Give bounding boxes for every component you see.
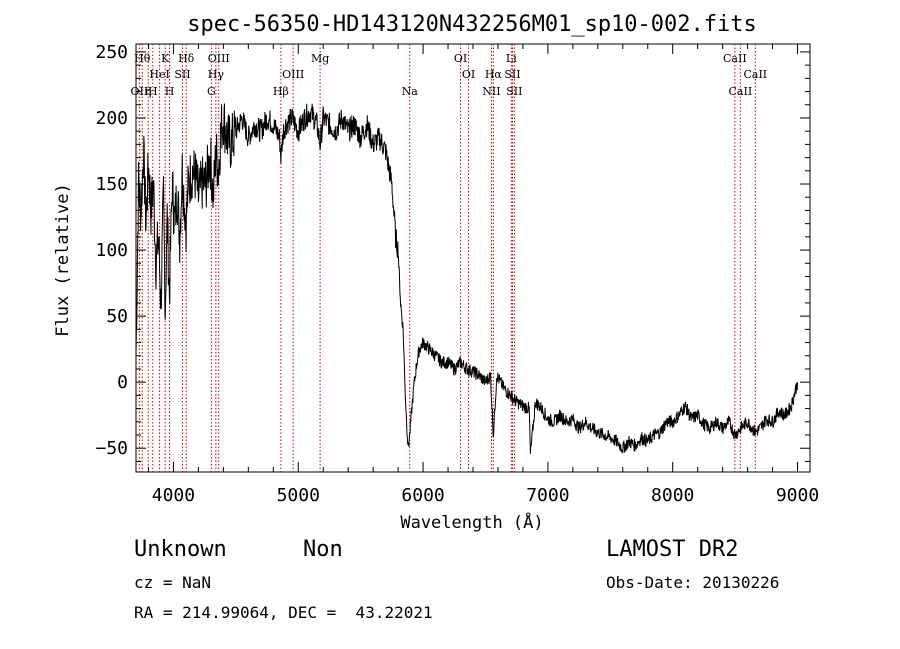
spectral-line-labels: OIIHθηHHeIKHSIIHδGHγOIIIHβOIIIMgNaOIOINI…	[131, 52, 768, 98]
line-marker-label-10: Hγ	[208, 68, 225, 81]
spectral-class: Unknown	[134, 537, 227, 562]
line-marker-label-6: H	[165, 85, 175, 98]
line-marker-label-18: NII	[482, 85, 500, 98]
y-tick-label--50: −50	[95, 438, 128, 459]
plot-frame	[135, 43, 811, 473]
x-tick-label-5000: 5000	[277, 485, 320, 506]
x-tick-labels: 4000 5000 6000 7000 8000 9000	[152, 485, 819, 506]
line-marker-label-25: CaII	[743, 68, 767, 81]
y-tick-label-0: 0	[117, 372, 128, 393]
redshift-cz: cz = NaN	[134, 573, 212, 592]
line-marker-label-24: CaII	[729, 85, 753, 98]
line-marker-label-17: OI	[462, 68, 475, 81]
spectral-subclass: Non	[303, 537, 343, 562]
x-tick-label-8000: 8000	[651, 485, 694, 506]
line-marker-label-12: Hβ	[273, 85, 289, 98]
line-marker-label-13: OIII	[282, 68, 304, 81]
y-tick-label-150: 150	[95, 174, 128, 195]
observation-date: Obs-Date: 20130226	[606, 573, 780, 592]
line-marker-label-7: SII	[174, 68, 190, 81]
line-marker-label-2: η	[145, 85, 152, 98]
line-marker-label-4: HeI	[149, 68, 169, 81]
x-tick-label-4000: 4000	[152, 485, 195, 506]
line-marker-label-11: OIII	[208, 52, 230, 65]
y-tick-label-200: 200	[95, 108, 128, 129]
spectrum-line	[135, 103, 798, 454]
line-marker-label-15: Na	[402, 85, 419, 98]
line-marker-label-16: OI	[454, 52, 467, 65]
y-tick-label-250: 250	[95, 42, 128, 63]
line-marker-label-20: Li	[506, 52, 517, 65]
line-marker-label-23: CaII	[723, 52, 747, 65]
x-tick-label-7000: 7000	[526, 485, 569, 506]
x-tick-label-9000: 9000	[776, 485, 819, 506]
line-marker-label-21: SII	[504, 68, 520, 81]
x-tick-label-6000: 6000	[401, 485, 444, 506]
chart-title: spec-56350-HD143120N432256M01_sp10-002.f…	[187, 12, 757, 37]
spectral-line-markers	[138, 44, 756, 472]
line-marker-label-1: Hθ	[134, 52, 151, 65]
coordinates: RA = 214.99064, DEC = 43.22021	[134, 603, 433, 622]
line-marker-label-3: H	[148, 85, 158, 98]
y-tick-label-50: 50	[106, 306, 128, 327]
y-tick-label-100: 100	[95, 240, 128, 261]
y-tick-labels: −50 0 50 100 150 200 250	[95, 42, 128, 459]
axis-ticks	[136, 44, 810, 472]
x-axis-label: Wavelength (Å)	[400, 511, 543, 533]
line-marker-label-22: SII	[506, 85, 522, 98]
line-marker-label-19: Hα	[485, 68, 503, 81]
survey-name: LAMOST DR2	[606, 537, 739, 562]
line-marker-label-8: Hδ	[178, 52, 195, 65]
line-marker-label-5: K	[161, 52, 170, 65]
line-marker-label-14: Mg	[311, 52, 329, 65]
line-marker-label-9: G	[207, 85, 216, 98]
y-axis-label: Flux (relative)	[53, 183, 73, 337]
